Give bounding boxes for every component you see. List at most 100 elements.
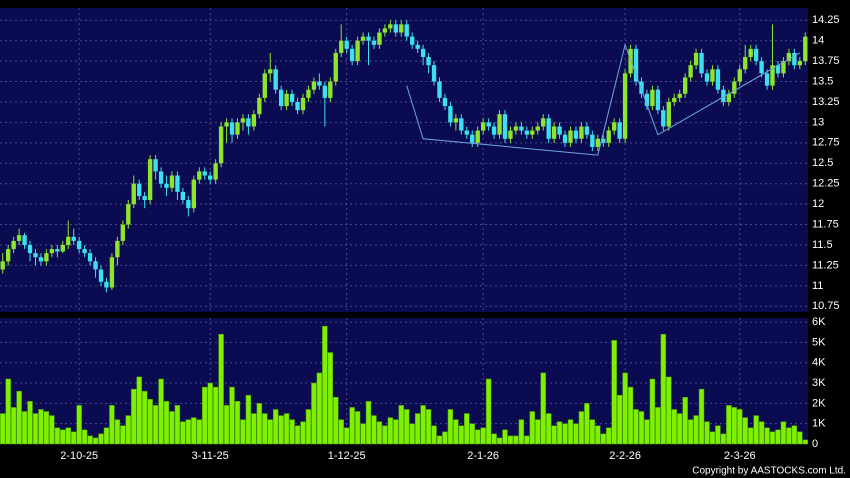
candle-body [11, 240, 16, 250]
volume-bar [627, 386, 634, 445]
volume-bar [354, 411, 361, 445]
candle-body [606, 130, 611, 143]
volume-bar [5, 378, 11, 445]
candle-body [502, 114, 508, 139]
candle-body [655, 89, 661, 111]
candle-body [557, 126, 562, 135]
candle-body [535, 126, 540, 131]
candle-body [333, 52, 338, 82]
volume-bar [267, 419, 273, 445]
volume-bar [398, 405, 404, 445]
y-tick-label: 12.75 [812, 137, 840, 149]
y-tick-label: 10.75 [812, 300, 840, 312]
y-tick-label: 13 [812, 116, 824, 128]
volume-bar [682, 397, 688, 445]
candle-body [273, 69, 278, 90]
volume-bar [698, 388, 705, 445]
candle-body [66, 236, 71, 245]
volume-bar [518, 419, 525, 445]
candle-body [268, 69, 273, 74]
candle-body [349, 48, 355, 62]
candle-body [601, 138, 606, 143]
volume-bar [655, 407, 661, 445]
volume-bar [535, 419, 541, 445]
volume-bar [262, 413, 268, 445]
volume-bar [27, 401, 33, 445]
volume-bar [49, 415, 55, 445]
x-tick-label: 2-3-26 [724, 450, 756, 462]
volume-tick-label: 2K [812, 397, 826, 409]
volume-bar [775, 429, 781, 445]
candle-body [169, 175, 175, 188]
candle-body [732, 81, 737, 94]
volume-bar [458, 425, 465, 445]
candle-body [448, 106, 453, 123]
candle-body [633, 48, 639, 82]
candle-body [366, 36, 371, 41]
y-tick-label: 14 [812, 35, 824, 47]
volume-bar [92, 437, 99, 445]
candle-body [98, 269, 104, 282]
candle-body [568, 130, 573, 143]
volume-bar [43, 411, 50, 445]
volume-bar [311, 382, 317, 445]
volume-bar [338, 419, 344, 445]
candle-body [666, 101, 671, 127]
volume-tick-label: 1K [812, 418, 826, 430]
candle-body [306, 89, 311, 98]
volume-bar [65, 427, 71, 445]
candle-body [87, 253, 93, 262]
candle-body [262, 73, 267, 98]
volume-bar [196, 419, 202, 445]
volume-bar [32, 413, 39, 445]
candle-body [410, 36, 415, 45]
candle-body [60, 244, 65, 252]
volume-bar [660, 334, 667, 445]
volume-tick-label: 5K [812, 336, 826, 348]
volume-bar [573, 423, 579, 445]
volume-bar [278, 415, 284, 445]
candle-body [175, 175, 180, 192]
volume-bar [120, 425, 126, 445]
candle-body [235, 122, 240, 135]
candle-body [104, 281, 109, 288]
volume-bar [742, 417, 748, 445]
volume-bar [283, 413, 290, 445]
candle-body [617, 122, 622, 139]
candle-body [355, 40, 360, 62]
volume-bar [453, 419, 459, 445]
volume-bar [272, 409, 279, 445]
y-tick-label: 12 [812, 198, 824, 210]
candle-body [186, 200, 191, 209]
volume-bar [387, 417, 394, 445]
candle-body [748, 48, 753, 58]
candle-body [388, 24, 393, 29]
candle-body [595, 138, 600, 147]
volume-bar [786, 427, 792, 445]
volume-bar [551, 425, 557, 445]
volume-bar [687, 419, 694, 445]
volume-bar [480, 427, 486, 445]
candle-body [622, 73, 628, 139]
volume-bar [513, 435, 519, 445]
volume-bar [414, 413, 421, 445]
volume-bar [103, 427, 110, 445]
candle-body [55, 249, 60, 252]
candle-body [650, 89, 655, 107]
volume-bar [207, 382, 213, 445]
candle-body [404, 24, 409, 37]
volume-bar [780, 421, 787, 445]
candle-body [240, 118, 246, 123]
volume-bar [327, 352, 334, 445]
candle-body [393, 24, 398, 33]
volume-bar [76, 405, 82, 445]
candle-body [786, 52, 792, 62]
volume-bar [676, 413, 683, 445]
candle-body [781, 61, 786, 74]
candle-body [44, 253, 49, 262]
volume-bar [616, 394, 623, 445]
volume-bar [600, 433, 606, 445]
candle-body [339, 40, 344, 53]
volume-bar [567, 419, 574, 445]
candle-body [82, 249, 87, 254]
